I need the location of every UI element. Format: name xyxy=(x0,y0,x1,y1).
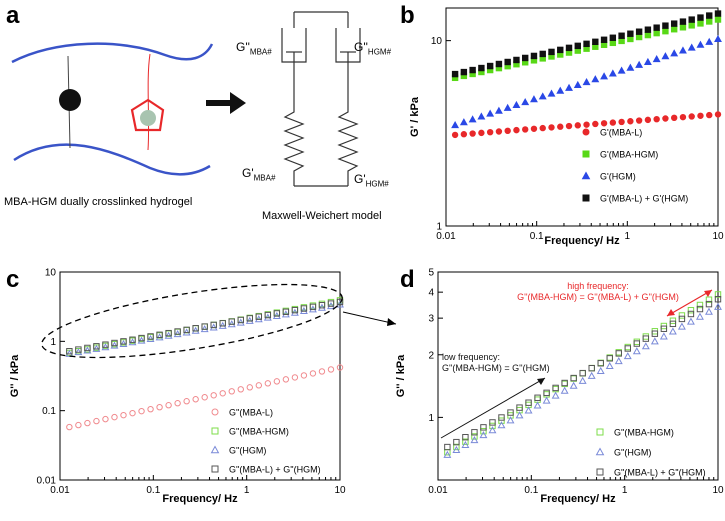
hgm-guest-bead xyxy=(140,110,156,126)
annotation-high-frequency: high frequency: G''(MBA-HGM) = G''(MBA-L… xyxy=(517,281,679,302)
spring-label-mba: G'MBA# xyxy=(242,166,276,183)
polymer-strand-bottom xyxy=(13,143,211,176)
panel-b-letter: b xyxy=(400,2,415,29)
panel-a-letter: a xyxy=(6,2,20,29)
panel-c-letter: c xyxy=(6,266,20,293)
spring-label-hgm: G'HGM# xyxy=(354,172,389,189)
polymer-strand-top xyxy=(11,42,214,64)
panel-d-letter: d xyxy=(400,266,415,293)
mba-crosslink-bead xyxy=(59,89,81,111)
dashpot-label-hgm: G''HGM# xyxy=(354,40,392,57)
hgm-host-ring xyxy=(130,98,165,132)
hydrogel-caption: MBA-HGM dually crosslinked hydrogel xyxy=(4,196,193,208)
annotation-low-frequency: low frequency: G''(MBA-HGM) = G''(HGM) xyxy=(442,352,550,373)
transform-arrow-icon xyxy=(206,92,246,114)
model-caption: Maxwell-Weichert model xyxy=(262,210,382,222)
dashpot-label-mba: G''MBA# xyxy=(236,40,272,57)
maxwell-weichert-model xyxy=(281,11,361,187)
